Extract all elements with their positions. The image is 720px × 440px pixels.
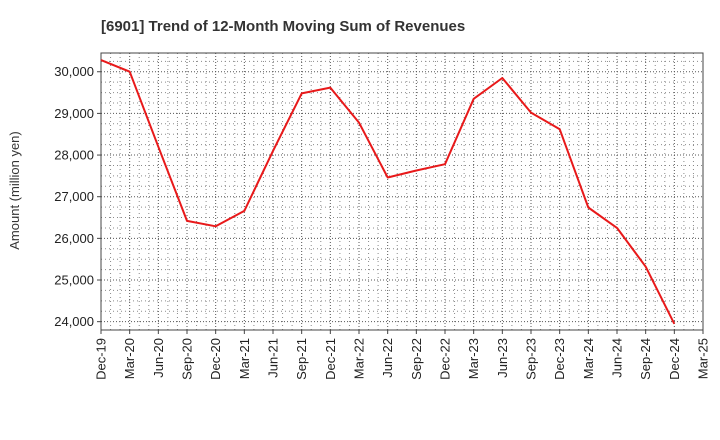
x-tick-label: Dec-24 [667,338,682,380]
x-tick-label: Sep-23 [524,338,539,380]
grid [101,53,703,330]
x-tick-label: Mar-20 [122,338,137,379]
x-tick-label: Mar-24 [581,338,596,379]
x-tick-label: Jun-22 [380,338,395,378]
chart-title: [6901] Trend of 12-Month Moving Sum of R… [101,18,465,35]
x-tick-label: Dec-19 [94,338,109,380]
x-tick-label: Dec-21 [323,338,338,380]
y-tick-label: 29,000 [54,106,94,121]
x-tick-label: Jun-23 [495,338,510,378]
y-axis-ticks: 24,000 25,000 26,000 27,000 28,000 29,000 30,0… [54,64,101,329]
x-tick-label: Mar-22 [352,338,367,379]
plot-frame [100,52,704,331]
y-tick-label: 28,000 [54,148,94,163]
y-axis-label: Amount (million yen) [7,131,22,250]
series-group [100,59,676,325]
x-tick-label: Jun-24 [610,338,625,378]
y-tick-label: 30,000 [54,64,94,79]
x-tick-label: Mar-25 [696,338,711,379]
x-tick-label: Dec-20 [208,338,223,380]
y-tick-label: 25,000 [54,273,94,288]
y-tick-label: 27,000 [54,189,94,204]
x-tick-label: Sep-24 [638,338,653,380]
x-tick-label: Sep-21 [294,338,309,380]
x-axis-ticks: Dec-19 Mar-20 Jun-20 Sep-20 Dec-20 Mar-21 Jun-… [94,330,711,380]
x-tick-label: Mar-21 [237,338,252,379]
y-tick-label: 24,000 [54,314,94,329]
x-tick-label: Jun-20 [151,338,166,378]
x-tick-label: Dec-23 [552,338,567,380]
series-line [100,59,676,325]
x-tick-label: Jun-21 [266,338,281,378]
x-tick-label: Sep-22 [409,338,424,380]
x-tick-label: Mar-23 [466,338,481,379]
y-tick-label: 26,000 [54,231,94,246]
x-tick-label: Sep-20 [180,338,195,380]
x-tick-label: Dec-22 [438,338,453,380]
